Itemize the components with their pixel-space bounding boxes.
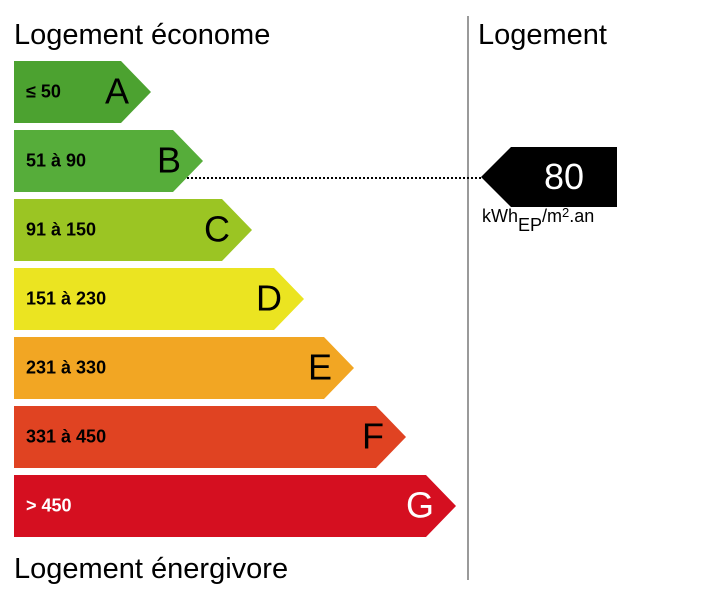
band-c: 91 à 150 C bbox=[14, 199, 252, 261]
unit-end: .an bbox=[569, 206, 595, 226]
unit-sup: 2 bbox=[562, 205, 570, 220]
band-f-letter: F bbox=[362, 415, 384, 457]
unit-sub: EP bbox=[518, 215, 543, 235]
band-f: 331 à 450 F bbox=[14, 406, 406, 468]
band-g: > 450 G bbox=[14, 475, 456, 537]
band-e: 231 à 330 E bbox=[14, 337, 354, 399]
band-d-range: 151 à 230 bbox=[26, 288, 107, 309]
band-c-letter: C bbox=[204, 208, 230, 250]
band-e-letter: E bbox=[307, 346, 332, 388]
band-c-range: 91 à 150 bbox=[26, 219, 97, 240]
band-d: 151 à 230 D bbox=[14, 268, 304, 330]
band-b-letter: B bbox=[156, 139, 181, 181]
band-a: ≤ 50 A bbox=[14, 61, 151, 123]
band-a-letter: A bbox=[104, 70, 129, 112]
band-d-letter: D bbox=[256, 277, 282, 319]
unit-rest: /m bbox=[542, 206, 563, 226]
band-a-range: ≤ 50 bbox=[26, 81, 61, 102]
consumption-marker: 80 bbox=[481, 147, 617, 207]
band-g-range: > 450 bbox=[26, 495, 72, 516]
band-g-letter: G bbox=[405, 484, 434, 526]
column-divider bbox=[467, 16, 469, 580]
consumption-value: 80 bbox=[543, 156, 585, 197]
economical-label: Logement économe bbox=[14, 19, 271, 51]
consumption-unit: kWhEP/m2.an bbox=[482, 205, 595, 234]
column-title: Logement bbox=[478, 19, 607, 51]
band-b: 51 à 90 B bbox=[14, 130, 203, 192]
band-e-range: 231 à 330 bbox=[26, 357, 107, 378]
band-b-range: 51 à 90 bbox=[26, 150, 87, 171]
indicator-leader-line bbox=[187, 177, 481, 179]
band-f-range: 331 à 450 bbox=[26, 426, 107, 447]
energy-hungry-label: Logement énergivore bbox=[14, 553, 289, 585]
unit-main: kWh bbox=[482, 206, 518, 226]
